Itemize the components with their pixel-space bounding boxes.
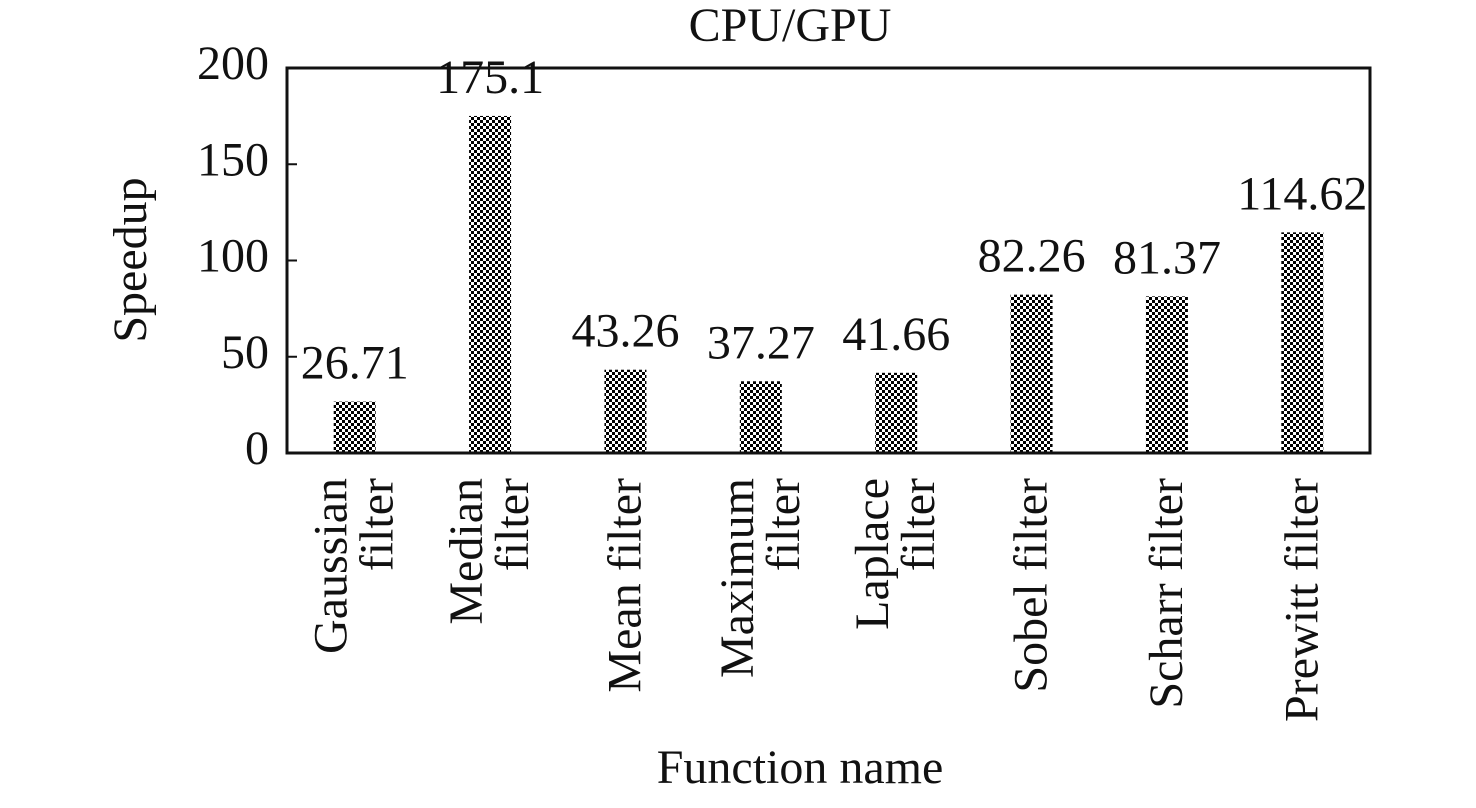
value-label: 41.66 — [842, 308, 950, 361]
y-tick-label: 50 — [221, 326, 269, 379]
y-tick-label: 150 — [197, 133, 269, 186]
bar — [604, 369, 647, 453]
bar — [1010, 294, 1053, 453]
bar — [333, 401, 376, 453]
y-tick-label: 0 — [245, 422, 269, 475]
x-tick-label: Median filter — [440, 478, 540, 625]
value-label: 37.27 — [707, 316, 815, 369]
x-tick-label: Gaussian filter — [304, 478, 404, 654]
y-tick-label: 200 — [197, 37, 269, 90]
value-label: 114.62 — [1237, 167, 1367, 220]
bar — [469, 115, 512, 454]
x-tick-label: Scharr filter — [1139, 478, 1193, 709]
bar — [1145, 296, 1188, 453]
bar — [739, 381, 782, 453]
x-tick-label: Laplace filter — [846, 478, 946, 630]
value-label: 81.37 — [1113, 231, 1221, 284]
x-axis-label: Function name — [657, 741, 944, 794]
bar — [875, 372, 918, 453]
x-tick-label: Maximum filter — [710, 478, 810, 678]
value-label: 26.71 — [301, 337, 409, 390]
y-tick-label: 100 — [197, 230, 269, 283]
x-tick-label: Mean filter — [598, 478, 652, 693]
y-axis-label: Speedup — [104, 177, 157, 342]
plot-frame — [285, 66, 1372, 455]
x-tick-label: Prewitt filter — [1275, 478, 1329, 722]
value-label: 175.1 — [436, 51, 544, 104]
x-tick-label: Sobel filter — [1004, 478, 1058, 693]
value-label: 82.26 — [978, 230, 1086, 283]
value-label: 43.26 — [571, 305, 679, 358]
chart-title: CPU/GPU — [689, 0, 892, 52]
bar — [1281, 232, 1324, 453]
